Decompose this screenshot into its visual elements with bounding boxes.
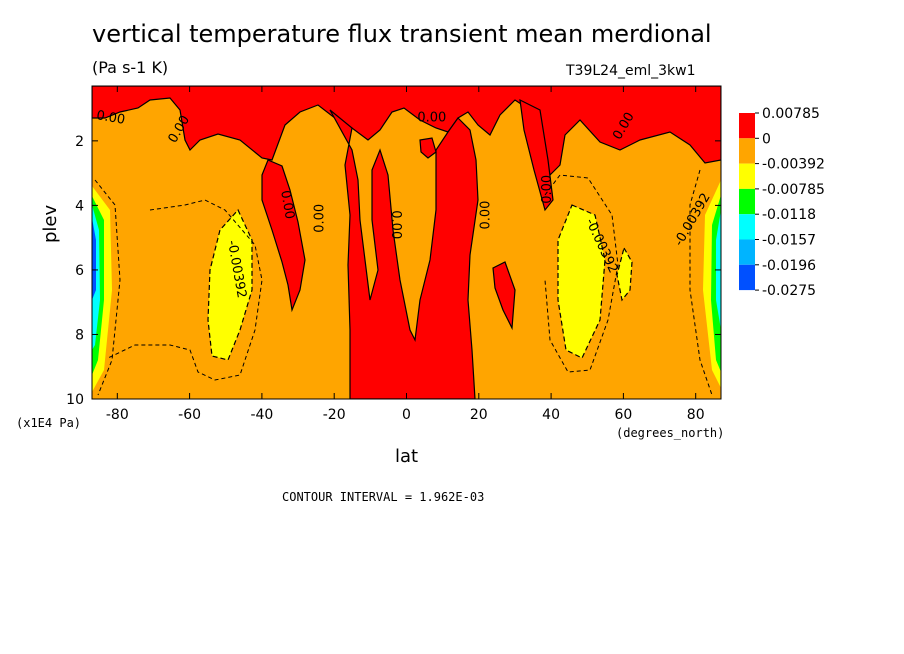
y-tick-label: 6	[75, 263, 84, 279]
y-tick-label: 2	[75, 134, 84, 150]
legend-swatch	[739, 214, 755, 240]
legend-swatch	[739, 113, 755, 139]
legend-label: 0	[762, 131, 771, 147]
fill-neg-left-edge-blue	[92, 218, 96, 300]
x-tick-label: 0	[402, 407, 411, 423]
y-axis-units: (x1E4 Pa)	[16, 416, 82, 430]
contour-dashed-left-edge	[94, 179, 121, 396]
x-tick-label: 20	[470, 407, 488, 423]
x-axis-label: lat	[395, 446, 419, 467]
y-tick-label: 4	[75, 198, 84, 214]
x-tick-label: 60	[614, 407, 632, 423]
x-tick-label: 80	[687, 407, 705, 423]
legend-label: -0.00392	[762, 157, 825, 173]
x-tick-label: 40	[542, 407, 560, 423]
run-label: T39L24_eml_3kw1	[566, 63, 696, 79]
x-tick-label: -80	[106, 407, 129, 423]
x-axis-units: (degrees_north)	[616, 426, 725, 440]
legend-label: -0.00785	[762, 182, 825, 198]
fill-positive-center-column	[329, 109, 479, 399]
chart-units: (Pa s-1 K)	[92, 58, 169, 77]
chart-title: vertical temperature flux transient mean…	[92, 20, 712, 48]
fill-neg1-right	[557, 204, 606, 359]
y-tick-label: 10	[66, 392, 84, 408]
y-tick-label: 8	[75, 327, 84, 343]
legend-swatch	[739, 188, 755, 215]
x-tick-label: -20	[323, 407, 346, 423]
axes-layer: -80 -60 -40 -20 0 20 40 60 80 2 4 6 8 10	[66, 86, 721, 423]
fill-positive-small-top	[419, 137, 437, 159]
fill-positive-left-wedge	[261, 159, 306, 313]
legend-label: -0.0275	[762, 283, 816, 299]
legend-swatch	[739, 239, 755, 265]
fill-positive-right-lobe	[519, 98, 554, 212]
fill-positive-small-right	[492, 261, 516, 331]
contour-label: 0.00	[479, 201, 494, 230]
contour-dashed-right-edge	[689, 169, 713, 396]
contour-fill-layer	[92, 86, 721, 399]
contour-label: 0.00	[277, 189, 297, 220]
legend-swatch	[739, 163, 755, 189]
legend-label: -0.0118	[762, 207, 816, 223]
contour-label: 0.00	[312, 204, 327, 233]
legend-swatch	[739, 138, 755, 164]
contour-label: 0.00	[388, 210, 403, 239]
contour-interval: CONTOUR INTERVAL = 1.962E-03	[282, 490, 485, 504]
legend-swatch	[739, 264, 755, 291]
legend-label: -0.0196	[762, 258, 816, 274]
fill-neg1-left	[207, 208, 253, 361]
contour-label: 0.00	[417, 110, 446, 125]
legend: 0.00785 0 -0.00392 -0.00785 -0.0118 -0.0157 -0…	[739, 106, 825, 299]
contour-label: 0.00	[540, 175, 555, 204]
contour-dashed-right-outer	[544, 174, 619, 373]
contour-label: 0.00	[95, 108, 126, 128]
x-tick-label: -40	[250, 407, 273, 423]
x-tick-label: -60	[178, 407, 201, 423]
fill-positive-top	[92, 86, 721, 177]
legend-label: 0.00785	[762, 106, 820, 122]
legend-label: -0.0157	[762, 233, 816, 249]
contour-dashed-left-outer	[107, 199, 263, 381]
fill-neg1-right-small	[616, 246, 633, 302]
